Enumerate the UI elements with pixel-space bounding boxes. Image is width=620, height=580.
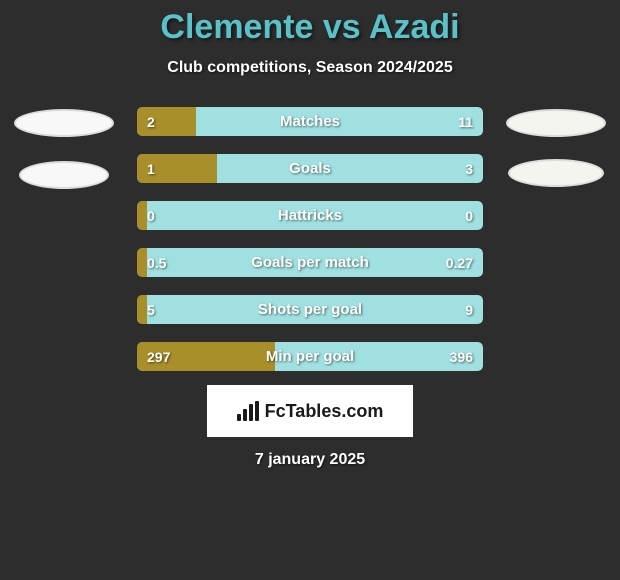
bar-value-right: 9: [465, 295, 473, 324]
bar-label: Shots per goal: [137, 295, 483, 324]
bars-icon: [237, 401, 259, 421]
page-title: Clemente vs Azadi: [0, 8, 620, 47]
source-logo: FcTables.com: [207, 385, 413, 437]
stat-bars: 2Matches11 1Goals3 0Hattricks0 0.5Goals per…: [137, 107, 483, 371]
subtitle: Club competitions, Season 2024/2025: [0, 59, 620, 77]
bar-value-right: 0: [465, 201, 473, 230]
team-badge-left-2: [19, 161, 109, 189]
bar-label: Min per goal: [137, 342, 483, 371]
bar-value-right: 11: [458, 107, 473, 136]
logo-text: FcTables.com: [265, 401, 384, 422]
stat-bar: 297Min per goal396: [137, 342, 483, 371]
stat-bar: 0Hattricks0: [137, 201, 483, 230]
right-badge-column: [501, 107, 611, 187]
stat-bar: 0.5Goals per match0.27: [137, 248, 483, 277]
team-badge-right-1: [506, 109, 606, 137]
bar-label: Goals per match: [137, 248, 483, 277]
stat-bar: 5Shots per goal9: [137, 295, 483, 324]
date-label: 7 january 2025: [0, 451, 620, 469]
stat-bar: 1Goals3: [137, 154, 483, 183]
stats-section: 2Matches11 1Goals3 0Hattricks0 0.5Goals per…: [0, 107, 620, 371]
left-badge-column: [9, 107, 119, 189]
stat-bar: 2Matches11: [137, 107, 483, 136]
infographic-root: Clemente vs Azadi Club competitions, Sea…: [0, 0, 620, 469]
team-badge-right-2: [508, 159, 604, 187]
team-badge-left-1: [14, 109, 114, 137]
bar-value-right: 3: [465, 154, 473, 183]
bar-label: Matches: [137, 107, 483, 136]
bar-value-right: 396: [450, 342, 473, 371]
bar-value-right: 0.27: [446, 248, 473, 277]
bar-label: Hattricks: [137, 201, 483, 230]
bar-label: Goals: [137, 154, 483, 183]
